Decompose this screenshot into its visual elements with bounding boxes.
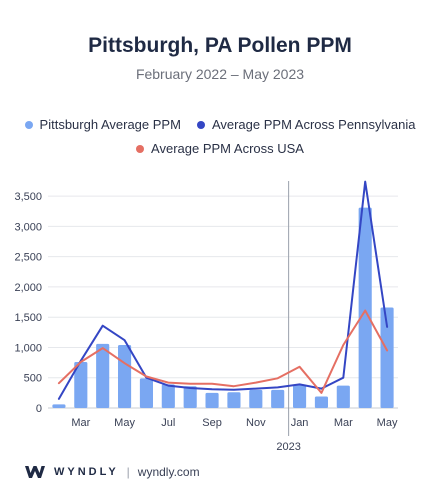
bar-feb-0	[52, 404, 66, 408]
x-tick-label: May	[377, 417, 398, 429]
legend-label-usa: Average PPM Across USA	[151, 141, 304, 156]
x-tick-label: Sep	[202, 417, 222, 429]
legend-label-pittsburgh: Pittsburgh Average PPM	[39, 117, 181, 132]
footer-brand: WYNDLY	[54, 466, 119, 478]
bar-mar-1	[74, 361, 88, 408]
bar-apr-2	[96, 343, 110, 408]
footer-separator: |	[126, 465, 130, 479]
series-line-usa	[57, 309, 389, 394]
legend-item-usa: Average PPM Across USA	[136, 141, 304, 156]
chart-title: Pittsburgh, PA Pollen PPM	[88, 34, 352, 57]
y-tick-label: 2,500	[14, 252, 42, 264]
bar-may-15	[380, 307, 394, 408]
bar-jul-5	[161, 384, 175, 408]
y-tick-label: 3,500	[14, 191, 42, 203]
y-tick-label: 1,500	[14, 312, 42, 324]
legend-row-1: Pittsburgh Average PPM Average PPM Acros…	[0, 117, 440, 132]
bar-dec-10	[271, 389, 285, 408]
bar-aug-6	[183, 386, 197, 408]
bar-apr-14	[358, 207, 372, 408]
y-tick-label: 0	[36, 403, 42, 415]
legend-row-2: Average PPM Across USA	[0, 141, 440, 156]
x-tick-label: May	[114, 417, 135, 429]
y-tick-label: 3,000	[14, 221, 42, 233]
legend-dot-pennsylvania	[196, 120, 205, 129]
bar-jun-4	[139, 378, 153, 408]
x-year-label: 2023	[276, 441, 300, 453]
chart-plot: 0 500 1,000 1,500 2,000 2,500 3,000 3,500 Mar May…	[14, 180, 398, 453]
bar-sep-7	[205, 392, 219, 408]
footer-site: wyndly.com	[137, 465, 200, 479]
x-tick-label: Mar	[71, 417, 90, 429]
x-tick-label: Jul	[161, 417, 175, 429]
chart-subtitle: February 2022 – May 2023	[135, 66, 305, 82]
x-tick-label: Jan	[291, 417, 309, 429]
legend-item-pittsburgh: Pittsburgh Average PPM	[24, 117, 181, 132]
y-tick-label: 2,000	[14, 282, 42, 294]
y-tick-label: 500	[24, 373, 42, 385]
y-tick-label: 1,000	[14, 342, 42, 354]
bar-mar-13	[336, 385, 350, 408]
series-line-pennsylvania	[57, 180, 389, 400]
wyndly-logo-icon	[25, 466, 45, 478]
bar-feb-12	[314, 396, 328, 408]
x-tick-label: Nov	[246, 417, 266, 429]
bar-may-3	[118, 345, 132, 408]
legend-item-pennsylvania: Average PPM Across Pennsylvania	[196, 117, 416, 132]
legend-dot-usa	[136, 144, 145, 153]
bar-jan-11	[293, 384, 307, 408]
x-tick-label: Mar	[334, 417, 353, 429]
footer: WYNDLY | wyndly.com	[24, 465, 200, 479]
legend-label-pennsylvania: Average PPM Across Pennsylvania	[211, 117, 416, 132]
bar-oct-8	[227, 392, 241, 408]
legend-dot-pittsburgh	[24, 120, 33, 129]
bar-nov-9	[249, 389, 263, 408]
